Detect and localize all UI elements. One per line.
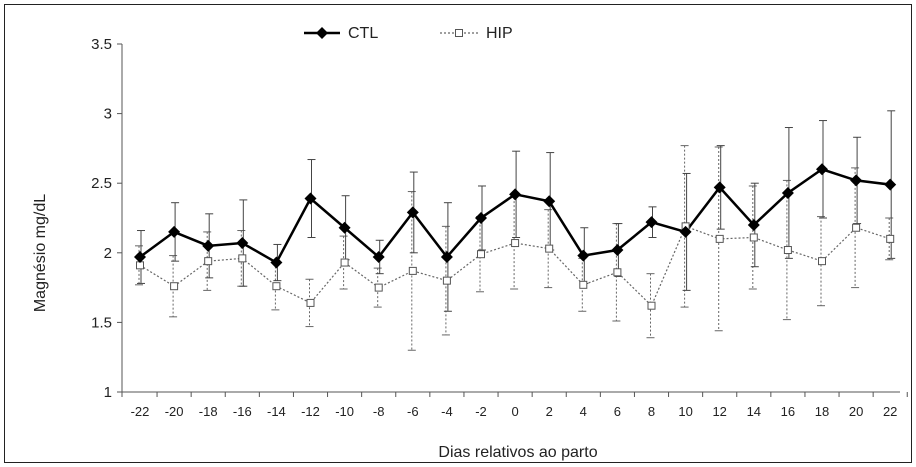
- legend-ctl-label: CTL: [348, 25, 378, 42]
- hip-point: [749, 233, 758, 242]
- hip-point: [442, 276, 451, 285]
- ctl-point: [884, 178, 897, 191]
- series-points: [134, 163, 897, 310]
- y-tick-label: 3: [104, 106, 112, 123]
- y-tick-label: 2: [104, 245, 112, 262]
- x-tick-label: -14: [267, 404, 286, 419]
- x-tick-label: -10: [335, 404, 354, 419]
- ctl-point: [679, 225, 692, 238]
- axes: 11.522.533.5-22 -20 -18 -16 -14 -12 -10 -8 -6 -4-…: [91, 36, 908, 419]
- chart-frame: [4, 4, 912, 463]
- x-tick-label: -20: [165, 404, 184, 419]
- hip-point: [613, 268, 622, 277]
- x-tick-label: 18: [815, 404, 829, 419]
- hip-series-line: [139, 225, 891, 307]
- hip-point: [272, 282, 281, 291]
- hip-point: [374, 283, 383, 292]
- x-tick-label: 14: [747, 404, 761, 419]
- x-tick-label: -16: [233, 404, 252, 419]
- legend-hip-label: HIP: [486, 25, 513, 42]
- x-tick-label: -12: [301, 404, 320, 419]
- x-tick-label: -22: [131, 404, 150, 419]
- hip-point: [408, 266, 417, 275]
- error-bars: [135, 110, 896, 351]
- legend-hip-marker: [455, 29, 463, 37]
- hip-point: [511, 239, 520, 248]
- ctl-point: [372, 250, 385, 263]
- x-tick-label: 10: [678, 404, 692, 419]
- x-tick-label: -6: [407, 404, 419, 419]
- ctl-point: [816, 163, 828, 176]
- x-tick-label: 6: [614, 404, 621, 419]
- y-axis-label: Magnésio mg/dL: [32, 194, 49, 312]
- x-tick-label: -8: [373, 404, 385, 419]
- y-tick-label: 2.5: [91, 175, 112, 192]
- ctl-point: [270, 256, 283, 269]
- hip-point: [170, 282, 179, 291]
- ctl-point: [475, 212, 487, 224]
- hip-point: [545, 244, 554, 253]
- x-tick-label: -4: [441, 404, 453, 419]
- x-tick-label: 16: [781, 404, 795, 419]
- hip-point: [715, 234, 724, 243]
- x-tick-label: 8: [648, 404, 655, 419]
- ctl-point: [611, 244, 624, 257]
- ctl-point: [509, 188, 522, 201]
- ctl-point: [440, 250, 453, 263]
- legend: CTL HIP: [304, 25, 513, 42]
- ctl-point: [577, 249, 590, 262]
- ctl-point: [406, 206, 419, 219]
- x-tick-label: -18: [199, 404, 218, 419]
- x-tick-label: 0: [511, 404, 518, 419]
- ctl-point: [850, 174, 863, 187]
- ctl-point: [747, 218, 760, 231]
- ctl-point: [543, 195, 556, 208]
- hip-point: [477, 250, 485, 259]
- hip-point: [340, 258, 349, 267]
- hip-point: [238, 254, 247, 263]
- hip-point: [306, 298, 315, 307]
- x-tick-label: 22: [883, 404, 897, 419]
- y-tick-label: 3.5: [91, 36, 112, 53]
- x-tick-label: 12: [712, 404, 726, 419]
- ctl-point: [134, 250, 146, 263]
- hip-point: [647, 301, 656, 310]
- x-tick-label: 4: [580, 404, 587, 419]
- ctl-point: [645, 216, 658, 229]
- hip-point: [818, 257, 826, 266]
- x-tick-label: 20: [849, 404, 863, 419]
- ctl-point: [338, 221, 351, 234]
- ctl-series-line: [139, 167, 891, 265]
- legend-ctl-marker: [316, 27, 328, 39]
- x-axis-label: Dias relativos ao parto: [438, 444, 597, 461]
- hip-point: [886, 234, 895, 243]
- y-tick-label: 1: [104, 384, 112, 401]
- ctl-point: [236, 237, 249, 250]
- hip-point: [579, 280, 588, 289]
- hip-point: [852, 223, 861, 232]
- ctl-point: [781, 186, 794, 199]
- x-tick-label: 2: [546, 404, 553, 419]
- hip-point: [783, 246, 792, 255]
- ctl-point: [202, 239, 215, 252]
- ctl-point: [713, 181, 726, 194]
- hip-point: [204, 257, 213, 266]
- y-tick-label: 1.5: [91, 314, 112, 331]
- x-tick-label: -2: [475, 404, 487, 419]
- ctl-point: [304, 192, 317, 205]
- ctl-point: [168, 225, 181, 238]
